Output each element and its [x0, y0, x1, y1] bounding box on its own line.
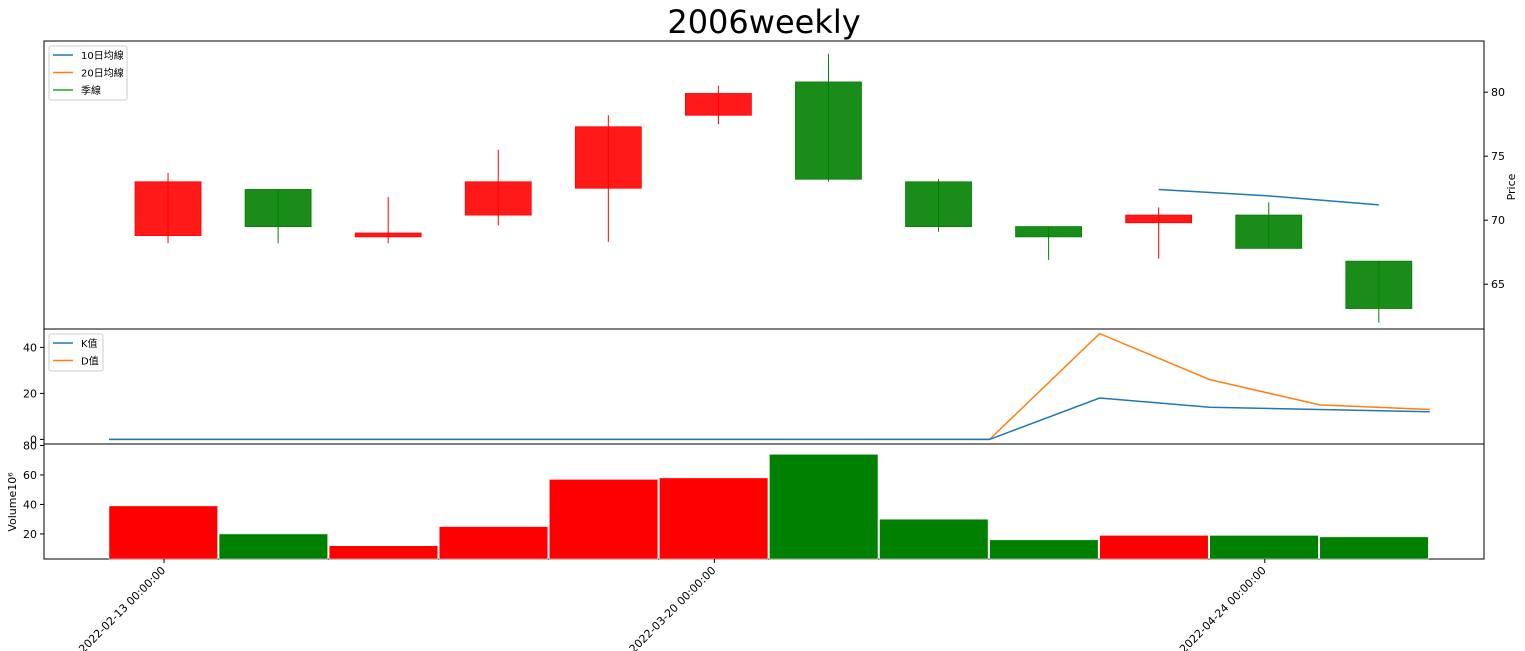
volume-axis-label-text: Volume [6, 491, 19, 532]
candle-body [905, 181, 972, 228]
kd-ytick-label: 40 [23, 341, 37, 354]
kd-legend-label: D值 [81, 355, 99, 368]
chart-title: 2006weekly [667, 3, 860, 41]
volume-axis-label: Volume10⁶ [6, 472, 19, 532]
volume-bar [1099, 535, 1209, 560]
candle-body [244, 189, 312, 227]
candle-body [464, 181, 532, 216]
price-legend-label: 季線 [81, 84, 101, 97]
volume-bar [218, 533, 328, 560]
price-legend-box [48, 45, 128, 101]
candle-body [795, 81, 862, 180]
volume-bar [549, 479, 659, 560]
k-line [109, 397, 1430, 441]
x-tick-label: 2022-03-20 00:00:00 [627, 564, 719, 651]
kd-ytick-label: 0 [30, 433, 37, 446]
volume-bar [989, 539, 1099, 560]
volume-panel: 20 40 60 80 Volume10⁶ [6, 439, 1485, 560]
candle-body [1125, 214, 1193, 224]
price-legend-label: 20日均線 [81, 67, 124, 80]
price-ytick-label: 70 [1491, 214, 1505, 227]
volume-bar [438, 526, 549, 560]
price-ytick-label: 65 [1491, 278, 1505, 291]
price-ytick-label: 80 [1491, 86, 1505, 99]
volume-bar [108, 505, 218, 560]
x-axis: 2022-02-13 00:00:00 2022-03-20 00:00:00 20… [76, 559, 1269, 651]
volume-ytick-label: 20 [23, 528, 37, 541]
x-tick-label: 2022-02-13 00:00:00 [76, 564, 168, 651]
d-line [109, 332, 1430, 441]
candle-body [1235, 214, 1303, 249]
kd-panel: 0 20 40 K值 D值 [23, 328, 1485, 446]
price-panel-frame [43, 40, 1485, 330]
volume-bar [769, 454, 879, 560]
price-ytick-label: 75 [1491, 150, 1505, 163]
volume-bar [1209, 535, 1319, 560]
candle-body [684, 93, 752, 116]
candle-body [574, 126, 642, 189]
kd-legend-label: K值 [81, 337, 98, 350]
kd-ytick-label: 20 [23, 387, 37, 400]
candle-body [1015, 226, 1083, 238]
x-tick-label: 2022-04-24 00:00:00 [1177, 564, 1269, 651]
volume-bar [1319, 536, 1429, 560]
volume-ytick-label: 40 [23, 498, 37, 511]
volume-bar [659, 477, 769, 560]
candle-body [134, 181, 202, 236]
kd-panel-frame [43, 328, 1485, 445]
volume-ytick-label: 60 [23, 469, 37, 482]
candle-body [1345, 260, 1413, 309]
price-axis-label: Price [1505, 173, 1518, 200]
candle-body [354, 232, 422, 238]
volume-bar [879, 518, 989, 560]
volume-bar [328, 545, 438, 560]
price-legend-label: 10日均線 [81, 49, 124, 62]
volume-axis-label-exponent: 10⁶ [6, 472, 19, 491]
ma10-line [1158, 188, 1379, 206]
volume-ytick-label: 80 [23, 439, 37, 452]
